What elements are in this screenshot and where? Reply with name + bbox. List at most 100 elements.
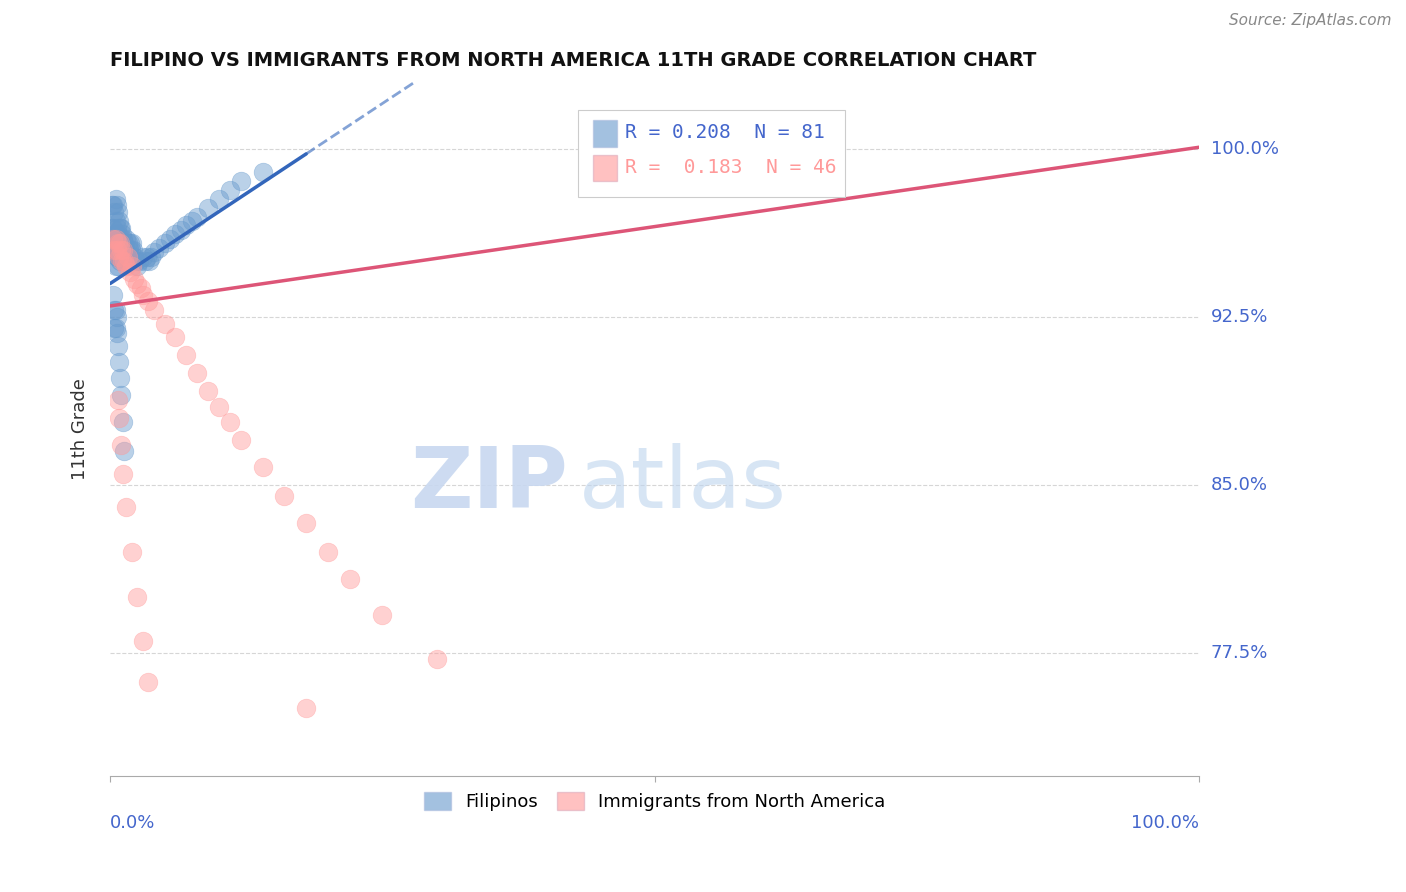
Point <box>180 214 202 228</box>
Text: 77.5%: 77.5% <box>1211 643 1268 662</box>
Point <box>112 250 135 264</box>
Point <box>103 321 125 335</box>
Point <box>108 220 131 235</box>
Point <box>134 254 156 268</box>
Point <box>107 227 129 242</box>
Point <box>110 236 132 251</box>
Point <box>103 243 125 257</box>
Point <box>107 241 129 255</box>
Point <box>120 243 142 257</box>
Point <box>103 220 125 235</box>
Point <box>121 236 143 251</box>
Point <box>122 272 145 286</box>
Point <box>107 250 129 264</box>
Point <box>121 259 143 273</box>
Point <box>111 243 134 257</box>
Point <box>229 433 252 447</box>
Point <box>105 326 128 340</box>
Point <box>103 205 125 219</box>
Point <box>112 254 135 268</box>
Point <box>103 227 125 242</box>
Point <box>148 241 170 255</box>
Point <box>252 165 274 179</box>
Point <box>316 545 339 559</box>
Text: ZIP: ZIP <box>409 443 568 526</box>
Point <box>132 287 155 301</box>
Point <box>107 259 129 273</box>
Point <box>103 303 125 318</box>
Point <box>176 219 198 233</box>
Point <box>107 339 129 353</box>
Legend: Filipinos, Immigrants from North America: Filipinos, Immigrants from North America <box>418 785 893 819</box>
Point <box>112 247 135 261</box>
Point <box>252 459 274 474</box>
Point <box>108 254 131 268</box>
Point <box>115 259 138 273</box>
Text: FILIPINO VS IMMIGRANTS FROM NORTH AMERICA 11TH GRADE CORRELATION CHART: FILIPINO VS IMMIGRANTS FROM NORTH AMERIC… <box>110 51 1036 70</box>
Point <box>104 192 127 206</box>
Point <box>112 243 135 257</box>
Point <box>176 348 198 362</box>
Point <box>208 192 231 206</box>
Point <box>118 265 141 279</box>
Point <box>118 236 141 251</box>
Text: atlas: atlas <box>578 443 786 526</box>
Point <box>153 236 176 251</box>
Point <box>110 437 132 451</box>
Point <box>132 634 155 648</box>
FancyBboxPatch shape <box>593 120 617 147</box>
Point <box>105 220 128 235</box>
Point <box>127 590 149 604</box>
Point <box>107 236 129 251</box>
Point <box>105 236 128 251</box>
Point <box>111 227 134 242</box>
Text: 100.0%: 100.0% <box>1132 814 1199 832</box>
Text: R =  0.183  N = 46: R = 0.183 N = 46 <box>626 158 837 178</box>
Point <box>110 388 132 402</box>
Point <box>136 250 159 264</box>
Point <box>115 232 138 246</box>
Point <box>197 201 219 215</box>
Point <box>295 516 318 530</box>
Point <box>128 254 150 268</box>
Point <box>110 250 132 264</box>
Point <box>186 210 208 224</box>
Point <box>104 303 127 318</box>
Point <box>186 366 208 380</box>
Point <box>339 572 361 586</box>
Point <box>127 277 149 291</box>
Point <box>101 220 124 235</box>
Point <box>112 467 135 481</box>
Point <box>295 701 318 715</box>
Point <box>111 254 134 268</box>
FancyBboxPatch shape <box>578 110 845 197</box>
Point <box>122 243 145 257</box>
Point <box>136 294 159 309</box>
Text: 0.0%: 0.0% <box>110 814 156 832</box>
Point <box>219 183 242 197</box>
Text: 85.0%: 85.0% <box>1211 475 1268 494</box>
Point <box>103 198 125 212</box>
Point <box>122 250 145 264</box>
Point <box>107 250 129 264</box>
Point <box>104 243 127 257</box>
Point <box>105 243 128 257</box>
Point <box>103 287 125 301</box>
Point <box>101 198 124 212</box>
Point <box>103 236 125 251</box>
Point <box>129 281 152 295</box>
Point <box>107 355 129 369</box>
Point <box>107 232 129 246</box>
Point <box>103 243 125 257</box>
Point <box>170 223 193 237</box>
Y-axis label: 11th Grade: 11th Grade <box>72 378 89 480</box>
Point <box>112 415 135 429</box>
Point <box>107 205 129 219</box>
Point <box>112 232 135 246</box>
Text: 100.0%: 100.0% <box>1211 140 1278 159</box>
Point <box>110 220 132 235</box>
Text: 92.5%: 92.5% <box>1211 308 1268 326</box>
Point <box>117 250 139 264</box>
Point <box>138 254 160 268</box>
Point <box>104 214 127 228</box>
